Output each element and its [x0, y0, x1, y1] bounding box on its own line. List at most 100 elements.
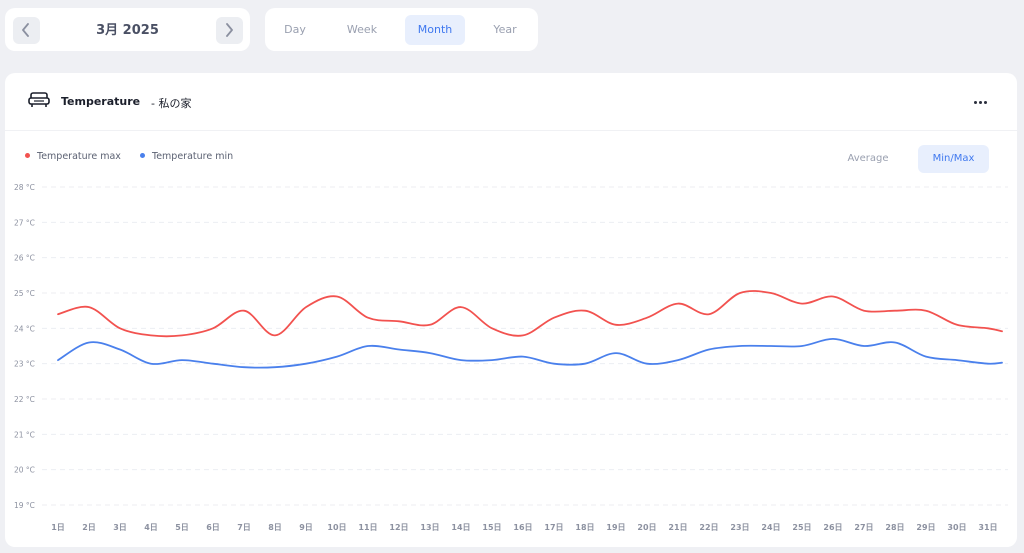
min-data-point[interactable] — [707, 347, 712, 352]
min-data-point[interactable] — [924, 354, 929, 359]
next-period-button[interactable] — [216, 17, 243, 44]
y-tick-label: 26 °C — [14, 254, 35, 263]
min-data-point[interactable] — [769, 344, 774, 349]
max-data-point[interactable] — [242, 308, 247, 313]
average-mode-button[interactable]: Average — [847, 153, 889, 164]
tab-month[interactable]: Month — [405, 15, 465, 45]
series-line-min[interactable] — [57, 338, 1003, 369]
max-data-point[interactable] — [397, 319, 402, 324]
max-data-point[interactable] — [707, 312, 712, 317]
period-label: 3月 2025 — [96, 23, 159, 38]
x-tick-label: 6日 — [206, 523, 220, 532]
max-data-point[interactable] — [986, 326, 991, 331]
min-data-point[interactable] — [56, 358, 61, 363]
max-data-point[interactable] — [738, 291, 743, 296]
max-data-point[interactable] — [583, 308, 588, 313]
chevron-right-icon — [226, 23, 233, 37]
max-data-point[interactable] — [118, 326, 123, 331]
min-data-point[interactable] — [738, 344, 743, 349]
min-data-point[interactable] — [149, 361, 154, 366]
legend-dot-max — [25, 153, 30, 158]
min-data-point[interactable] — [87, 340, 92, 345]
min-data-point[interactable] — [273, 365, 278, 370]
x-tick-label: 28日 — [885, 523, 904, 532]
x-tick-label: 8日 — [268, 523, 282, 532]
min-data-point[interactable] — [335, 354, 340, 359]
max-data-point[interactable] — [211, 326, 216, 331]
min-data-point[interactable] — [800, 344, 805, 349]
period-navigator: 3月 2025 — [5, 8, 250, 51]
min-data-point[interactable] — [304, 361, 309, 366]
max-data-point[interactable] — [459, 305, 464, 310]
max-data-point[interactable] — [490, 326, 495, 331]
minmax-mode-button[interactable]: Min/Max — [918, 145, 989, 173]
max-data-point[interactable] — [56, 312, 61, 317]
min-data-point[interactable] — [521, 354, 526, 359]
tab-week[interactable]: Week — [346, 23, 378, 36]
min-data-point[interactable] — [831, 336, 836, 341]
card-header: Temperature - 私の家 — [5, 73, 1017, 131]
min-data-point[interactable] — [893, 340, 898, 345]
min-data-point[interactable] — [614, 351, 619, 356]
max-data-point[interactable] — [87, 305, 92, 310]
max-data-point[interactable] — [428, 322, 433, 327]
max-data-point[interactable] — [149, 333, 154, 338]
min-data-point[interactable] — [366, 344, 371, 349]
chart-series — [56, 290, 1003, 370]
min-data-point[interactable] — [490, 358, 495, 363]
min-data-point[interactable] — [955, 358, 960, 363]
x-tick-label: 18日 — [575, 523, 594, 532]
sofa-icon — [28, 92, 50, 107]
tab-year[interactable]: Year — [493, 23, 517, 36]
min-data-point[interactable] — [118, 347, 123, 352]
min-data-point[interactable] — [242, 365, 247, 370]
max-data-point[interactable] — [800, 301, 805, 306]
max-data-point[interactable] — [645, 315, 650, 320]
card-title: Temperature — [61, 95, 141, 108]
x-tick-label: 21日 — [668, 523, 687, 532]
legend-item-min[interactable]: Temperature min — [140, 151, 233, 162]
max-data-point[interactable] — [521, 333, 526, 338]
x-tick-label: 2日 — [82, 523, 96, 532]
max-data-point[interactable] — [366, 315, 371, 320]
max-data-point[interactable] — [893, 308, 898, 313]
min-data-point[interactable] — [428, 351, 433, 356]
max-data-point[interactable] — [552, 315, 557, 320]
min-data-point[interactable] — [986, 361, 991, 366]
max-data-point[interactable] — [335, 294, 340, 299]
max-data-point[interactable] — [676, 301, 681, 306]
max-data-point[interactable] — [304, 305, 309, 310]
max-data-point[interactable] — [180, 333, 185, 338]
min-data-point[interactable] — [862, 344, 867, 349]
x-tick-label: 16日 — [513, 523, 532, 532]
max-data-point[interactable] — [862, 308, 867, 313]
min-data-point[interactable] — [180, 358, 185, 363]
min-data-point[interactable] — [676, 358, 681, 363]
chart-grid — [42, 186, 1008, 506]
max-data-point[interactable] — [273, 333, 278, 338]
max-data-point[interactable] — [924, 308, 929, 313]
legend-label-max: Temperature max — [37, 151, 121, 162]
min-data-point[interactable] — [645, 361, 650, 366]
legend-item-max[interactable]: Temperature max — [25, 151, 121, 162]
chevron-left-icon — [22, 23, 29, 37]
min-data-point[interactable] — [552, 361, 557, 366]
y-tick-label: 25 °C — [14, 289, 35, 298]
min-data-point[interactable] — [397, 347, 402, 352]
min-data-point[interactable] — [583, 361, 588, 366]
x-tick-label: 4日 — [144, 523, 158, 532]
y-tick-label: 21 °C — [14, 430, 35, 439]
x-tick-label: 23日 — [730, 523, 749, 532]
min-data-point[interactable] — [211, 361, 216, 366]
previous-period-button[interactable] — [13, 17, 40, 44]
series-line-max[interactable] — [57, 290, 1003, 338]
max-data-point[interactable] — [831, 294, 836, 299]
max-data-point[interactable] — [769, 291, 774, 296]
x-tick-label: 26日 — [823, 523, 842, 532]
max-data-point[interactable] — [955, 322, 960, 327]
more-options-button[interactable] — [969, 93, 993, 111]
max-data-point[interactable] — [614, 322, 619, 327]
tab-day[interactable]: Day — [284, 23, 306, 36]
min-data-point[interactable] — [459, 358, 464, 363]
